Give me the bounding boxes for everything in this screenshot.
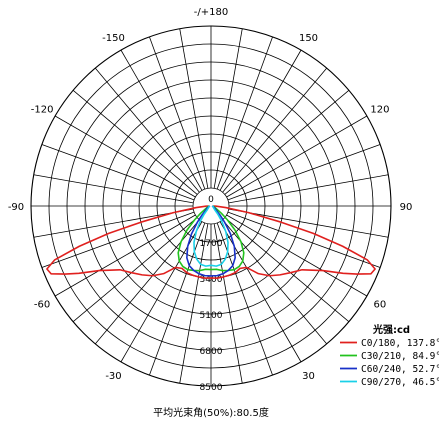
series-curve [46,205,376,279]
grid-spoke [213,223,243,384]
angle-tick-label: 150 [299,33,318,44]
grid-spoke [33,174,194,204]
radial-tick-labels: 0 1700 3400 5100 6800 8500 [200,195,223,393]
radial-tick-label: 8500 [200,383,223,393]
grid-spoke [227,144,381,201]
series-curve [186,205,236,277]
angle-tick-label: -/+180 [194,7,228,18]
legend-entry: C0/180, 137.8° [361,338,439,349]
grid-spoke [222,67,328,193]
radial-tick-label: 6800 [200,347,223,357]
angle-tick-label: -120 [31,105,54,116]
grid-spoke [120,49,203,191]
series-curve [193,205,229,267]
angle-tick-label: 60 [374,300,387,311]
radial-tick-label: 1700 [200,239,223,249]
angle-tick-label: -60 [34,300,50,311]
grid-spoke [228,174,389,204]
angle-tick-label: 90 [400,202,413,213]
angle-tick-label: 120 [370,105,389,116]
grid-spoke [227,211,381,268]
grid-spoke [41,144,195,201]
grid-spoke [149,36,206,190]
grid-spoke [72,89,198,195]
angle-tick-label: -30 [105,371,121,382]
legend: 光强:cd C0/180, 137.8° C30/210, 84.9° C60/24… [340,323,439,388]
grid-spoke [179,28,209,189]
series-curves [46,205,376,279]
grid-spoke [54,115,196,198]
grid-spoke [149,222,206,376]
grid-spoke [213,28,243,189]
angle-tick-label: 30 [302,371,315,382]
series-curve [177,205,245,272]
legend-entry: C90/270, 46.5° [361,377,439,388]
grid-spoke [179,223,209,384]
polar-grid [30,25,392,387]
radial-tick-label: 3400 [200,275,223,285]
center-label: 0 [208,195,214,205]
angle-tick-label: -150 [102,33,125,44]
grid-spoke [226,214,368,297]
grid-spoke [219,49,302,191]
beam-angle-caption: 平均光束角(50%):80.5度 [153,406,269,419]
grid-spoke [41,211,195,268]
legend-title: 光强:cd [372,323,410,336]
radial-tick-label: 5100 [200,311,223,321]
grid-spoke [216,36,273,190]
angle-tick-labels: -/+180 -150 150 -120 120 -90 90 -60 60 -30 30 [8,7,413,382]
grid-spoke [226,115,368,198]
grid-spoke [94,67,200,193]
grid-spoke [54,214,196,297]
grid-spoke [224,89,350,195]
grid-spoke [224,217,350,323]
grid-ring [192,187,230,225]
angle-tick-label: -90 [8,202,24,213]
grid-spoke [72,217,198,323]
legend-entry: C30/210, 84.9° [361,351,439,362]
legend-entry: C60/240, 52.7° [361,364,439,375]
grid-spoke [216,222,273,376]
